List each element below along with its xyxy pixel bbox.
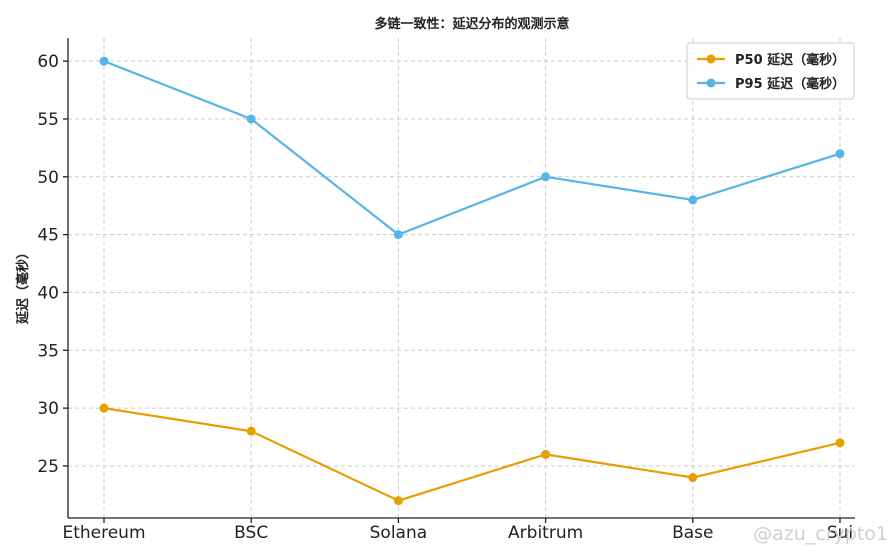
x-tick-labels: Ethereum BSC Solana Arbitrum Base Sui [62, 523, 853, 543]
legend-marker [706, 78, 716, 88]
legend: P50 延迟（毫秒） P95 延迟（毫秒） [686, 42, 855, 100]
y-tick-label: 55 [37, 110, 59, 130]
y-tick-label: 30 [37, 399, 59, 419]
data-point [393, 496, 403, 506]
y-axis-label: 延迟（毫秒） [15, 246, 31, 325]
x-tick-label: Ethereum [62, 523, 145, 543]
watermark: @azu_crypto1 [753, 523, 888, 545]
legend-marker [706, 54, 716, 64]
legend-label: P50 延迟（毫秒） [735, 52, 845, 68]
data-point [99, 403, 109, 413]
data-point [246, 114, 256, 124]
legend-label: P95 延迟（毫秒） [735, 76, 845, 92]
data-point [541, 172, 551, 182]
x-tick-label: Base [672, 523, 713, 543]
x-tick-label: Arbitrum [508, 523, 583, 543]
data-point [246, 426, 256, 436]
data-point [835, 149, 845, 159]
y-tick-labels: 25 30 35 40 45 50 55 60 [37, 52, 59, 477]
x-tick-label: BSC [234, 523, 268, 543]
data-point [393, 230, 403, 240]
series-line-1 [103, 60, 841, 236]
y-tick-label: 60 [37, 52, 59, 72]
data-point [688, 195, 698, 205]
series-lines [99, 56, 845, 506]
y-tick-label: 35 [37, 341, 59, 361]
data-point [541, 449, 551, 459]
axes [63, 38, 855, 523]
grid-lines [68, 38, 855, 518]
series-line-0 [103, 407, 841, 502]
x-tick-label: Solana [370, 523, 428, 543]
data-point [99, 56, 109, 66]
y-tick-label: 50 [37, 168, 59, 188]
y-tick-label: 40 [37, 283, 59, 303]
chart-title: 多链一致性：延迟分布的观测示意 [374, 16, 569, 32]
data-point [688, 473, 698, 483]
x-tick-label: Sui [827, 523, 853, 543]
y-tick-label: 25 [37, 457, 59, 477]
legend-box [686, 42, 855, 100]
data-point [835, 438, 845, 448]
y-tick-label: 45 [37, 226, 59, 246]
